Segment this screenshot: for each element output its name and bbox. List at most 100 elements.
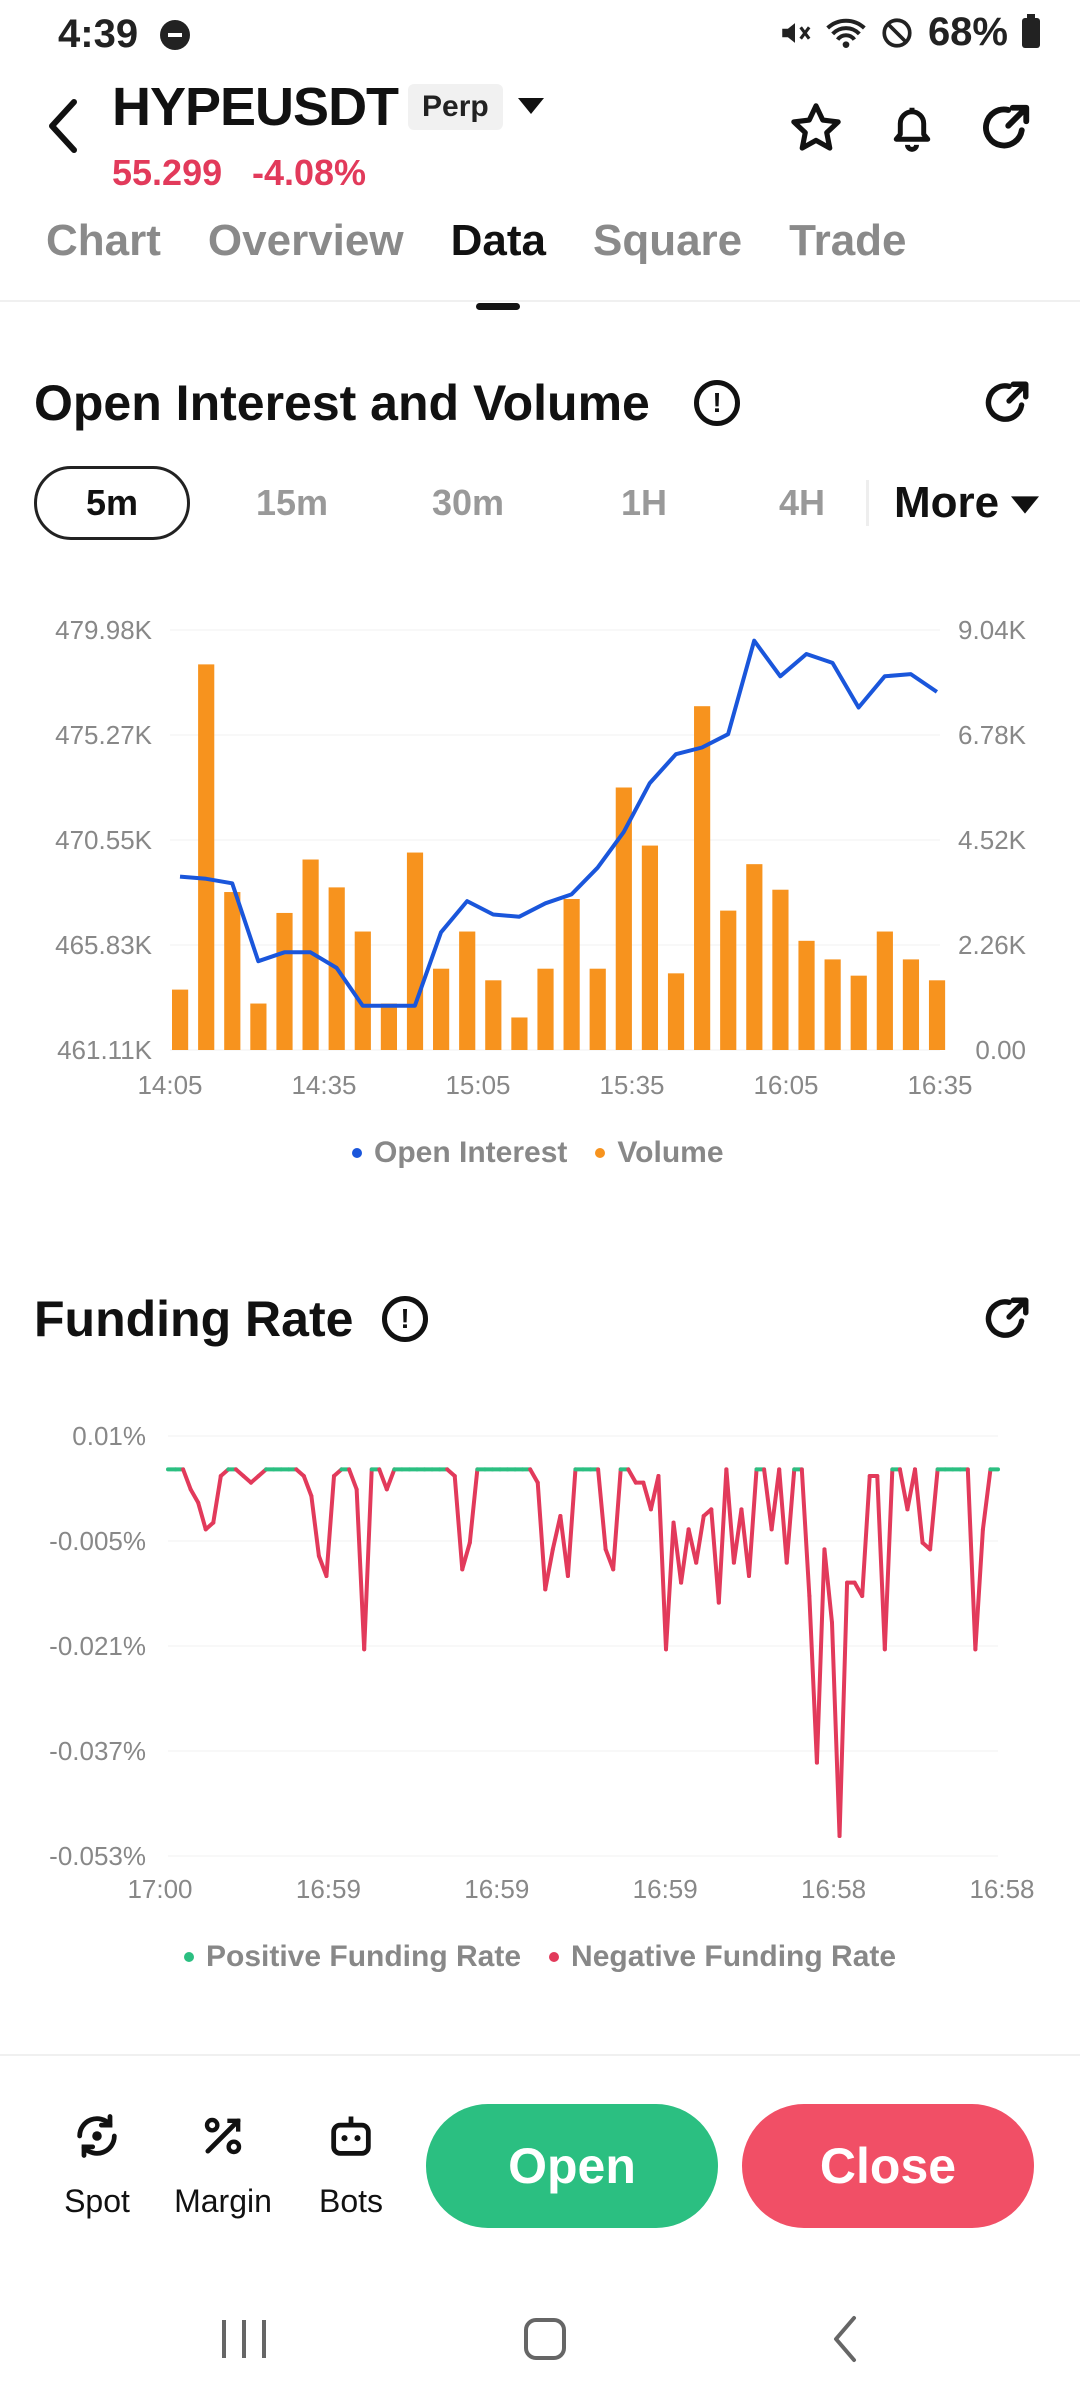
x-tick-label: 16:35 <box>907 1070 972 1100</box>
volume-legend-dot <box>595 1148 606 1158</box>
caret-down-icon[interactable] <box>518 96 544 116</box>
y-left-tick-label: 470.55K <box>55 825 153 855</box>
funding-segment <box>565 1467 578 1578</box>
volume-bar <box>563 899 580 1050</box>
tab-overview[interactable]: Overview <box>207 216 404 265</box>
volume-bar <box>276 912 293 1050</box>
spot-label: Spot <box>64 2183 130 2219</box>
interval-15m[interactable]: 15m <box>255 482 329 523</box>
funding-rate-chart: 0.01% -0.005% -0.021% -0.037% -0.053%17:00 16… <box>49 1421 1034 1904</box>
tab-square[interactable]: Square <box>592 216 743 265</box>
funding-segment <box>211 1474 223 1525</box>
funding-segment <box>694 1514 706 1565</box>
volume-bar <box>433 968 450 1050</box>
price-change: -4.08% <box>252 152 367 193</box>
margin-label: Margin <box>174 2183 272 2219</box>
funding-segment <box>860 1474 872 1598</box>
volume-bar <box>589 968 606 1050</box>
y-right-tick-label: 2.26K <box>958 930 1027 960</box>
open-button[interactable]: Open <box>426 2104 718 2228</box>
x-tick-label: 15:05 <box>445 1070 510 1100</box>
oi-volume-chart: 479.98K 475.27K 470.55K 465.83K 461.11K 9.04K… <box>55 615 1027 1100</box>
bot-icon <box>331 2116 371 2156</box>
funding-segment <box>626 1467 638 1485</box>
volume-bar <box>354 931 371 1050</box>
funding-segment <box>830 1620 842 1838</box>
y-tick-label: -0.021% <box>49 1631 146 1661</box>
tab-trade[interactable]: Trade <box>789 216 907 265</box>
y-tick-label: -0.037% <box>49 1736 146 1766</box>
funding-segment <box>928 1467 940 1552</box>
funding-segment <box>837 1580 850 1838</box>
funding-segment <box>980 1467 993 1532</box>
interval-4h[interactable]: 4H <box>778 482 826 523</box>
volume-bar <box>798 940 815 1050</box>
volume-bar <box>172 989 189 1050</box>
funding-segment <box>709 1507 721 1605</box>
volume-bar <box>406 852 424 1050</box>
back-icon[interactable] <box>46 98 80 154</box>
bots-button[interactable]: Bots <box>296 2110 406 2220</box>
funding-segment <box>362 1467 374 1652</box>
perp-tag[interactable]: Perp <box>408 84 503 130</box>
funding-segment <box>913 1467 925 1545</box>
last-price: 55.299 <box>112 152 223 193</box>
volume-bar <box>667 973 685 1050</box>
bell-icon[interactable] <box>882 98 942 158</box>
volume-bar <box>850 975 867 1050</box>
blocked-icon <box>882 17 912 48</box>
volume-bar <box>615 787 632 1050</box>
spot-button[interactable]: Spot <box>42 2110 152 2220</box>
recents-nav-icon[interactable] <box>222 2320 266 2358</box>
funding-segment <box>686 1527 699 1565</box>
legend-open-interest: Open Interest <box>374 1136 568 1169</box>
bots-label: Bots <box>318 2183 384 2219</box>
funding-segment <box>807 1594 819 1765</box>
y-tick-label: -0.053% <box>49 1841 146 1871</box>
home-nav-icon[interactable] <box>524 2318 566 2360</box>
funding-segment <box>196 1500 208 1532</box>
y-left-tick-label: 465.83K <box>55 930 153 960</box>
x-tick-label: 17:00 <box>127 1874 192 1904</box>
funding-segment <box>188 1487 201 1505</box>
oi-share-icon[interactable] <box>982 378 1032 433</box>
x-tick-label: 15:35 <box>599 1070 664 1100</box>
spot-icon <box>77 2114 117 2158</box>
info-icon[interactable]: ! <box>694 380 740 426</box>
info-icon[interactable]: ! <box>382 1296 428 1342</box>
interval-5m[interactable]: 5m <box>34 466 190 540</box>
funding-segment <box>535 1480 548 1592</box>
margin-button[interactable]: Margin <box>168 2110 278 2220</box>
funding-segment <box>679 1527 691 1585</box>
wifi-icon <box>826 18 866 48</box>
interval-30m[interactable]: 30m <box>431 482 505 523</box>
funding-segment <box>656 1474 668 1652</box>
close-button[interactable]: Close <box>742 2104 1034 2228</box>
tab-chart[interactable]: Chart <box>46 216 161 265</box>
funding-segment <box>973 1527 985 1652</box>
negative-legend-dot <box>549 1952 560 1962</box>
more-intervals-button[interactable]: More <box>894 478 1040 528</box>
funding-segment <box>664 1520 676 1652</box>
funding-segment <box>777 1467 789 1565</box>
tab-data[interactable]: Data <box>450 216 546 310</box>
funding-segment <box>739 1507 751 1578</box>
pair-symbol[interactable]: HYPEUSDT <box>112 77 399 137</box>
volume-bar <box>537 968 554 1050</box>
interval-1h[interactable]: 1H <box>620 482 668 523</box>
funding-segment <box>882 1467 895 1652</box>
y-left-tick-label: 475.27K <box>55 720 153 750</box>
y-left-tick-label: 479.98K <box>55 615 153 645</box>
back-nav-icon[interactable] <box>830 2314 860 2364</box>
funding-segment <box>384 1467 397 1492</box>
star-icon[interactable] <box>786 98 846 158</box>
funding-segment <box>724 1467 736 1565</box>
volume-bar <box>511 1017 528 1050</box>
funding-segment <box>897 1467 910 1512</box>
battery-percent: 68% <box>927 10 1008 54</box>
share-icon[interactable] <box>976 98 1036 158</box>
y-right-tick-label: 6.78K <box>958 720 1027 750</box>
volume-bar <box>746 864 763 1050</box>
funding-share-icon[interactable] <box>982 1294 1032 1349</box>
volume-bar <box>928 980 946 1050</box>
